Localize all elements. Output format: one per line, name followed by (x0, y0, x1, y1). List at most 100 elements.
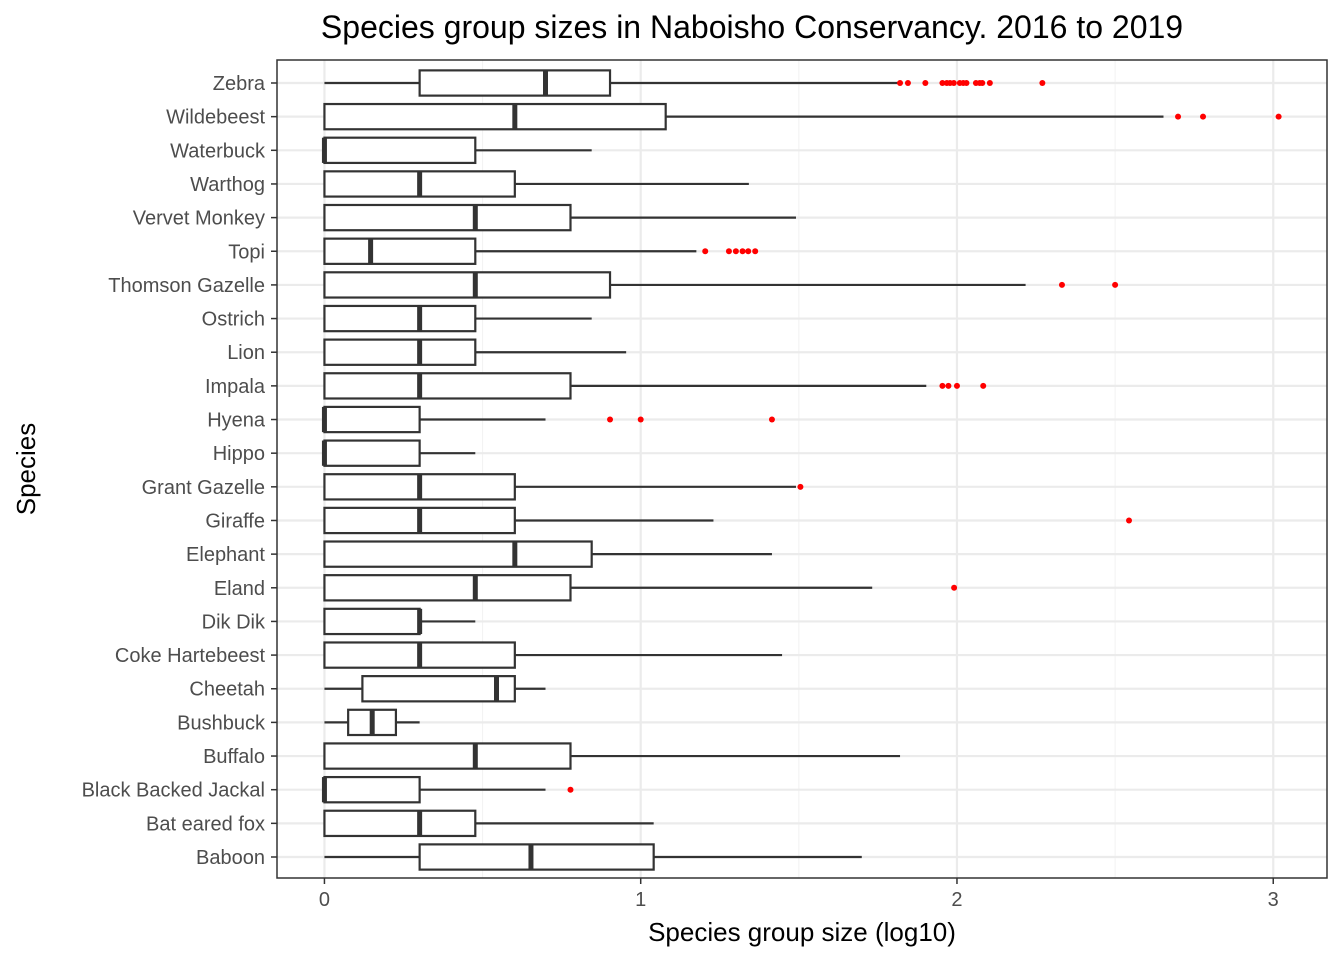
outlier-point (637, 416, 644, 423)
outlier-point (980, 382, 987, 389)
box (323, 237, 477, 265)
panel-border (276, 59, 1328, 879)
outlier-point (939, 382, 946, 389)
y-tick-label: Warthog (190, 174, 265, 196)
box-group (321, 439, 476, 467)
plot-panel (276, 59, 1328, 879)
y-tick-label: Bat eared fox (146, 813, 265, 835)
y-tick-label: Vervet Monkey (133, 208, 265, 230)
outlier-point (745, 248, 752, 255)
outlier-point (739, 248, 746, 255)
y-tick-label: Grant Gazelle (142, 477, 265, 499)
y-tick-label: Wildebeest (166, 107, 265, 129)
outlier-point (567, 786, 574, 793)
outlier-point (1039, 80, 1046, 86)
outlier-point (607, 416, 614, 423)
box-group (324, 675, 546, 703)
box-group (323, 102, 1282, 131)
y-tick-label: Bushbuck (177, 712, 266, 734)
box-group (323, 237, 759, 265)
box (323, 574, 572, 602)
box-group (323, 271, 1119, 299)
outlier-point (1200, 113, 1207, 120)
y-tick-label: Elephant (186, 544, 265, 566)
outlier-point (945, 382, 952, 389)
outlier-point (953, 382, 960, 389)
box (323, 742, 572, 770)
box-group (321, 405, 775, 434)
x-tick-label: 2 (951, 889, 962, 911)
box-group (323, 506, 1133, 535)
y-tick-label: Hyena (207, 410, 266, 432)
outlier-point (702, 248, 709, 255)
x-tick-label: 1 (635, 889, 646, 911)
box (323, 405, 421, 434)
box (323, 271, 612, 299)
y-tick-label: Thomson Gazelle (108, 275, 265, 297)
box-group (324, 69, 1046, 97)
outlier-point (986, 80, 993, 86)
box-group (323, 338, 627, 366)
y-tick-label: Waterbuck (170, 140, 266, 162)
box (323, 775, 421, 804)
outlier-point (922, 80, 929, 86)
box (323, 136, 477, 165)
outlier-point (797, 483, 804, 490)
box (323, 102, 667, 131)
box-group (323, 809, 654, 838)
box-group (323, 372, 987, 400)
outlier-point (1058, 281, 1065, 288)
y-tick-label: Topi (228, 241, 265, 263)
outlier-point (939, 80, 946, 86)
box-series (321, 69, 1282, 871)
outlier-point (752, 248, 759, 255)
box-group (323, 574, 958, 602)
box-group (321, 136, 592, 165)
outlier-point (979, 80, 986, 86)
y-tick-label: Dik Dik (202, 611, 266, 633)
outlier-point (732, 248, 739, 255)
box-group (324, 708, 420, 737)
box-group (323, 203, 796, 232)
y-tick-label: Cheetah (189, 679, 265, 701)
y-tick-label: Coke Hartebeest (115, 645, 266, 667)
outlier-point (1275, 113, 1282, 120)
outlier-point (897, 80, 904, 86)
box (323, 607, 421, 636)
y-tick-label: Baboon (196, 847, 265, 869)
x-axis: 0 1 2 3 (319, 878, 1279, 911)
box-group (323, 540, 772, 568)
x-axis-title: Species group size (log10) (648, 917, 956, 947)
y-tick-label: Lion (227, 342, 265, 364)
box (323, 540, 593, 568)
box-group (323, 304, 592, 333)
outlier-point (951, 584, 958, 591)
y-tick-label: Giraffe (205, 510, 265, 532)
box-group (323, 170, 749, 198)
y-tick-label: Impala (205, 376, 266, 398)
box (323, 439, 421, 467)
box (361, 675, 516, 703)
outlier-point (768, 416, 775, 423)
box (323, 338, 477, 366)
y-tick-label: Buffalo (203, 746, 265, 768)
box-group (321, 775, 574, 804)
outlier-point (1175, 113, 1182, 120)
y-tick-label: Black Backed Jackal (82, 780, 265, 802)
box (418, 69, 612, 97)
outlier-point (904, 80, 911, 86)
box (323, 372, 572, 400)
box-group (324, 843, 862, 871)
x-tick-label: 3 (1268, 889, 1279, 911)
outlier-point (725, 248, 732, 255)
box-group (323, 607, 476, 636)
y-axis: Zebra Wildebeest Waterbuck Warthog Vervet Mo… (82, 73, 277, 869)
outlier-point (1126, 517, 1133, 524)
box-group (323, 742, 901, 770)
box-group (323, 473, 804, 501)
y-tick-label: Ostrich (202, 309, 265, 331)
outlier-point (1112, 281, 1119, 288)
outlier-point (963, 80, 970, 86)
y-tick-label: Zebra (213, 73, 266, 95)
